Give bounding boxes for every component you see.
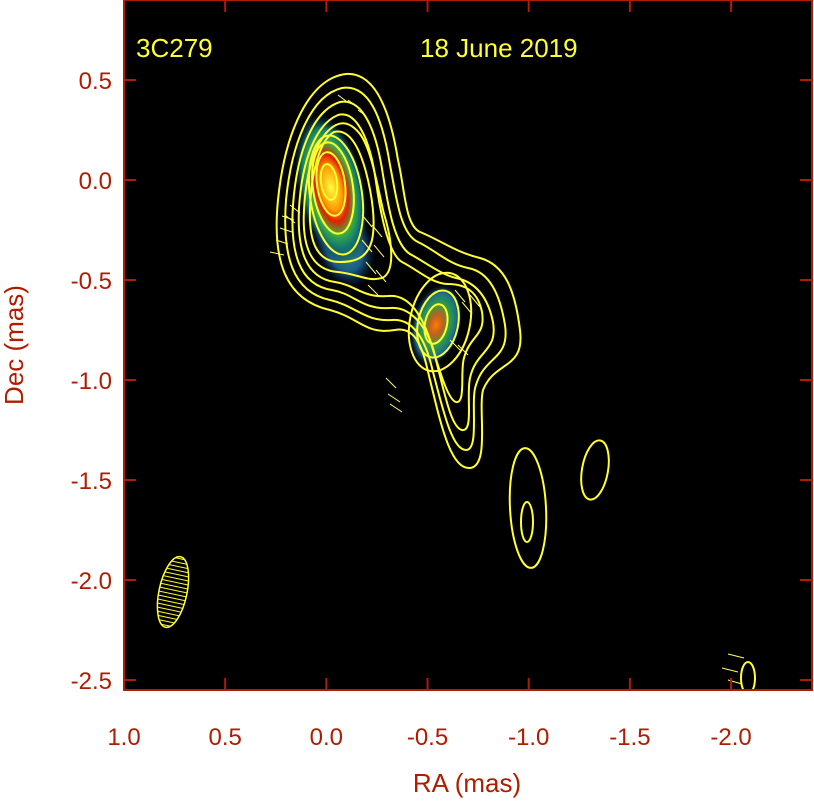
x-tick-label: -0.5 xyxy=(407,724,448,751)
contour-core-3 xyxy=(315,151,347,217)
beam-ellipse xyxy=(156,555,190,629)
contour-island-1-inner xyxy=(520,501,534,543)
y-tick-label: 0.5 xyxy=(79,68,112,95)
contour-4 xyxy=(297,113,484,403)
contour-6 xyxy=(308,130,375,264)
y-tick-label: 0.0 xyxy=(79,168,112,195)
contour-knot-1 xyxy=(407,271,473,373)
contour-knot-3 xyxy=(423,303,449,345)
y-axis-label: Dec (mas) xyxy=(0,285,29,405)
x-tick-label: 0.5 xyxy=(208,724,241,751)
knot-emission xyxy=(409,283,463,367)
contour-lines xyxy=(275,72,756,690)
contour-island-2 xyxy=(580,439,610,501)
y-tick-label: -2.5 xyxy=(71,668,112,695)
plot-frame xyxy=(123,0,813,691)
source-label: 3C279 xyxy=(136,33,213,63)
contour-core-2 xyxy=(311,141,355,235)
y-tick-label: -1.0 xyxy=(71,368,112,395)
contour-island-1-outer xyxy=(508,447,548,569)
x-axis-ticks: 1.0 0.5 0.0 -0.5 -1.0 -1.5 -2.0 xyxy=(107,0,752,751)
x-tick-label: -2.0 xyxy=(710,724,751,751)
x-tick-label: 1.0 xyxy=(107,724,140,751)
y-tick-label: -2.0 xyxy=(71,568,112,595)
x-tick-label: 0.0 xyxy=(310,724,343,751)
contour-outer-1 xyxy=(275,72,522,470)
contour-3 xyxy=(291,100,495,431)
polarization-vectors xyxy=(269,94,745,685)
x-tick-label: -1.0 xyxy=(508,724,549,751)
plot-area xyxy=(124,0,812,690)
contour-5 xyxy=(302,122,393,281)
contour-knot-2 xyxy=(416,289,460,359)
date-label: 18 June 2019 xyxy=(420,33,578,63)
y-tick-label: -1.5 xyxy=(71,468,112,495)
contour-core-1 xyxy=(307,134,365,256)
x-axis-label: RA (mas) xyxy=(413,768,521,798)
x-tick-label: -1.5 xyxy=(609,724,650,751)
contour-core-4 xyxy=(319,163,339,201)
y-tick-label: -0.5 xyxy=(71,268,112,295)
y-axis-ticks: 0.5 0.0 -0.5 -1.0 -1.5 -2.0 -2.5 xyxy=(71,68,812,695)
contour-island-3 xyxy=(740,661,756,690)
contour-outer-2 xyxy=(284,86,507,452)
